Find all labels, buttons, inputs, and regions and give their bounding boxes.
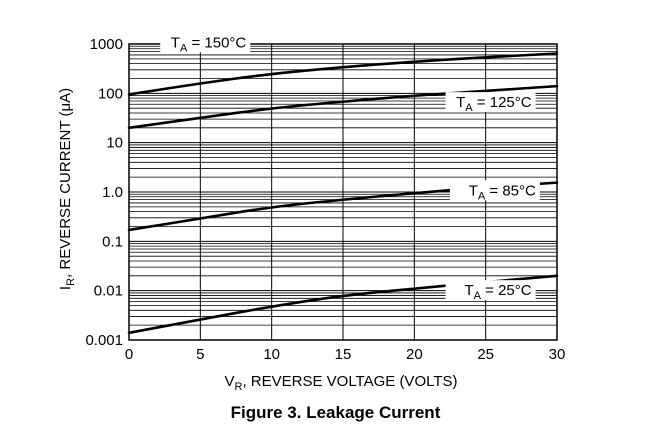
y-tick-label: 100: [98, 85, 123, 102]
x-tick-label: 15: [335, 346, 352, 363]
y-axis-label: IR, REVERSE CURRENT (μA): [57, 88, 77, 290]
plot-frame: [128, 43, 558, 341]
y-tick-label: 0.01: [94, 283, 123, 300]
series-label: TA = 150°C: [171, 34, 247, 54]
series-label-bg: [445, 280, 536, 301]
tick-labels: 0 5 10 15 20 25 30 0.001 0.01 0.1 1.0 10 100 1000: [85, 36, 565, 363]
x-axis-label: VR, REVERSE VOLTAGE (VOLTS): [224, 373, 457, 393]
y-tick-label: 1000: [90, 36, 123, 53]
axes: [128, 43, 558, 341]
x-tick-label: 30: [549, 346, 566, 363]
series-line-0: [127, 52, 559, 96]
series-label: TA = 125°C: [456, 94, 532, 114]
series-label-bg: [449, 180, 540, 201]
x-tick-label: 20: [406, 346, 423, 363]
series-labels: TA = 150°C TA = 125°C TA = 85°C TA = 25°C: [160, 32, 540, 302]
x-tick-label: 5: [196, 346, 204, 363]
x-tick-label: 10: [263, 346, 280, 363]
series-label: TA = 85°C: [469, 182, 536, 202]
y-tick-label: 0.1: [102, 233, 123, 250]
y-tick-label: 1.0: [102, 184, 123, 201]
y-tick-label: 0.001: [85, 332, 123, 349]
x-tick-label: 25: [477, 346, 494, 363]
x-tick-label: 0: [125, 346, 133, 363]
figure-caption: Figure 3. Leakage Current: [230, 403, 441, 422]
series-label-bg: [160, 32, 251, 53]
y-tick-label: 10: [106, 135, 123, 152]
series-label: TA = 25°C: [464, 282, 531, 302]
series-label-bg: [445, 92, 536, 113]
